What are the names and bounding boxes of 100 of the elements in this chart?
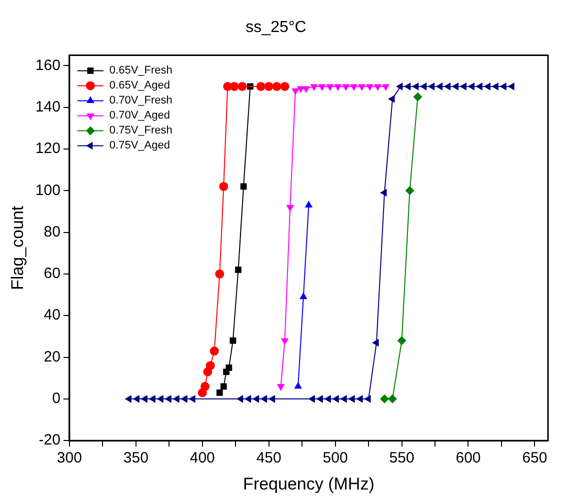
x-tick-label: 300 xyxy=(56,450,82,467)
x-axis-title: Frequency (MHz) xyxy=(243,474,374,494)
point xyxy=(302,86,310,94)
point xyxy=(476,82,482,90)
point xyxy=(300,292,308,300)
x-tick-label: 600 xyxy=(456,450,481,467)
point xyxy=(220,383,227,390)
x-tick-label: 400 xyxy=(190,450,215,467)
y-tick-label: -20 xyxy=(38,432,60,449)
y-tick-label: 80 xyxy=(44,223,60,240)
point xyxy=(484,82,490,90)
point xyxy=(340,395,347,403)
point xyxy=(436,82,443,90)
x-tick-label: 500 xyxy=(322,450,348,467)
point xyxy=(372,338,379,347)
point xyxy=(492,82,498,90)
legend-label: 0.75V_Fresh xyxy=(109,124,172,137)
point xyxy=(148,395,156,403)
x-tick-label: 650 xyxy=(522,450,548,467)
point xyxy=(428,82,435,90)
point xyxy=(468,82,474,90)
point xyxy=(230,337,236,344)
point xyxy=(350,84,358,91)
point xyxy=(405,186,414,196)
point xyxy=(294,382,302,389)
point xyxy=(412,82,419,90)
point xyxy=(382,84,390,91)
point xyxy=(276,384,285,391)
y-tick-label: 120 xyxy=(35,140,60,158)
y-tick-label: 0 xyxy=(52,390,60,408)
point xyxy=(356,395,363,403)
y-tick-label: 100 xyxy=(35,182,60,199)
point xyxy=(280,338,289,346)
point xyxy=(396,82,403,90)
point xyxy=(334,84,342,91)
point xyxy=(397,336,406,346)
point xyxy=(260,395,268,403)
point xyxy=(156,395,164,403)
point xyxy=(508,82,514,90)
point xyxy=(140,395,148,403)
point xyxy=(215,269,224,278)
point xyxy=(188,395,196,403)
point xyxy=(342,84,350,91)
point xyxy=(219,182,228,191)
point xyxy=(366,84,374,91)
point xyxy=(388,95,395,103)
legend-label: 0.65V_Fresh xyxy=(109,64,172,77)
y-tick-label: 140 xyxy=(35,98,60,116)
y-tick-label: 160 xyxy=(35,56,60,74)
point xyxy=(286,205,294,212)
point xyxy=(324,395,331,403)
point xyxy=(364,395,371,403)
point xyxy=(164,395,172,403)
point xyxy=(304,200,313,208)
point xyxy=(420,82,427,90)
point xyxy=(216,390,223,396)
point xyxy=(452,82,459,90)
point xyxy=(348,395,355,403)
point xyxy=(256,82,266,91)
point xyxy=(374,84,382,91)
point xyxy=(210,346,219,356)
point xyxy=(180,395,188,403)
point xyxy=(444,82,451,90)
y-tick-label: 60 xyxy=(44,265,60,282)
point xyxy=(460,82,466,90)
point xyxy=(264,82,274,91)
point xyxy=(332,395,339,403)
point xyxy=(124,395,132,403)
point xyxy=(206,361,215,370)
point xyxy=(308,395,315,403)
legend-label: 0.75V_Aged xyxy=(109,140,170,152)
x-tick-label: 350 xyxy=(123,450,148,467)
x-tick-label: 450 xyxy=(256,450,282,467)
chart-title: ss_25°C xyxy=(246,19,306,36)
point xyxy=(388,394,397,404)
y-axis-title: Flag_count xyxy=(8,206,27,290)
point xyxy=(236,395,244,403)
point xyxy=(200,382,210,391)
point xyxy=(172,395,180,403)
y-tick-label: 20 xyxy=(44,348,60,366)
point xyxy=(358,84,366,91)
point xyxy=(132,395,140,403)
point xyxy=(326,84,334,91)
point xyxy=(380,188,387,197)
point xyxy=(240,183,247,190)
point xyxy=(238,82,247,91)
legend-label: 0.65V_Aged xyxy=(109,80,170,92)
legend-label: 0.70V_Fresh xyxy=(109,94,172,107)
point xyxy=(404,82,411,90)
point xyxy=(230,82,239,91)
point xyxy=(310,84,318,91)
point xyxy=(226,364,232,371)
point xyxy=(280,82,290,91)
point xyxy=(268,395,276,403)
y-tick-label: 40 xyxy=(44,306,60,324)
point xyxy=(318,84,326,91)
x-tick-label: 550 xyxy=(389,450,414,467)
point xyxy=(272,82,282,91)
point xyxy=(252,395,260,403)
point xyxy=(244,395,252,403)
